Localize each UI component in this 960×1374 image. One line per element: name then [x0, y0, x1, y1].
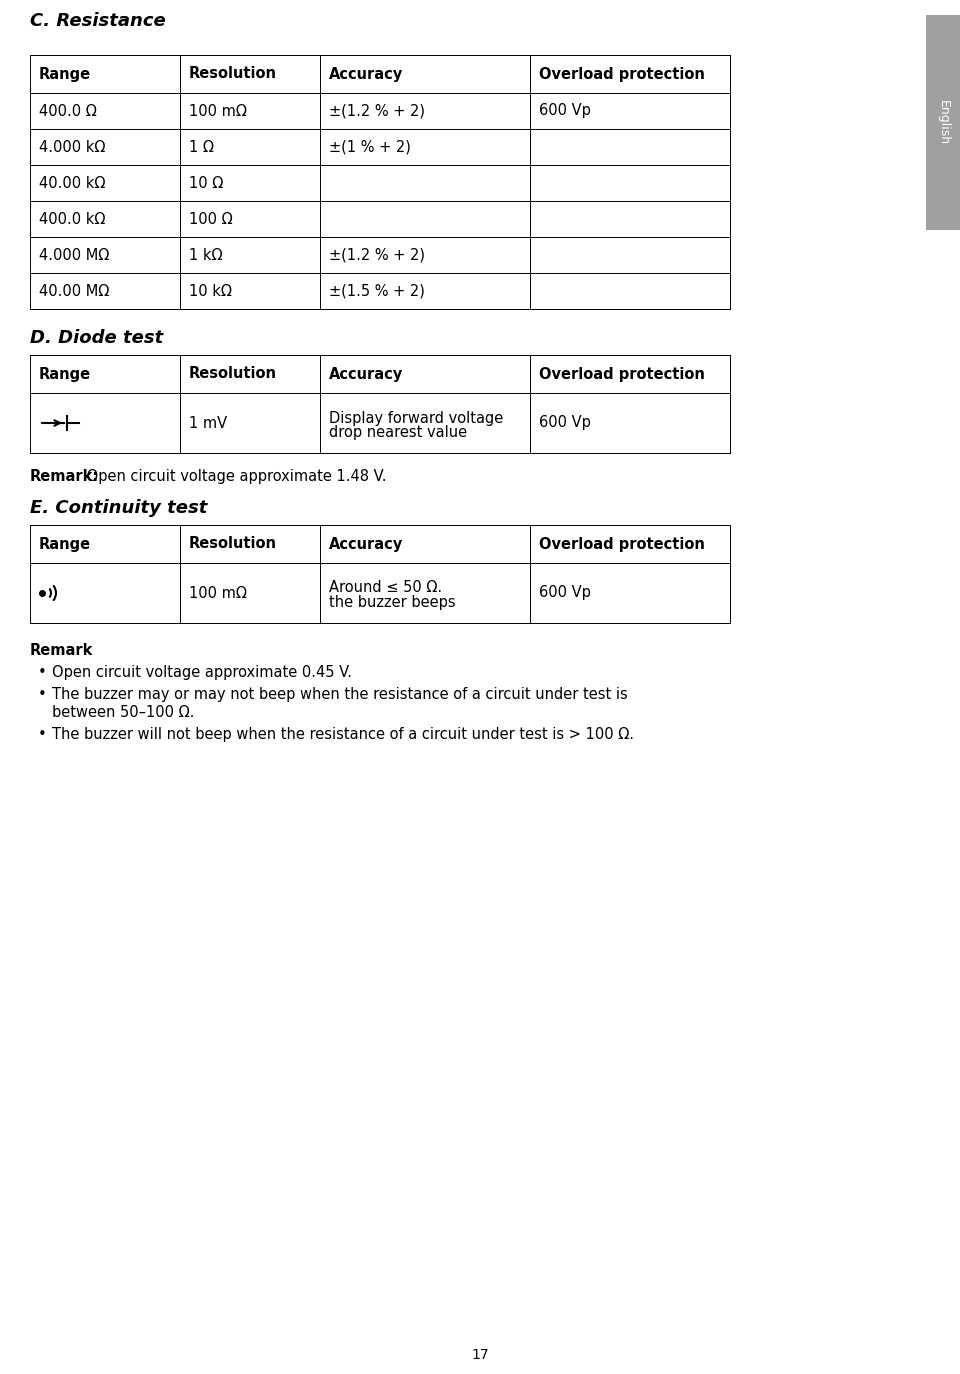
Text: Accuracy: Accuracy [329, 66, 403, 81]
Text: D. Diode test: D. Diode test [30, 328, 163, 348]
Text: 400.0 kΩ: 400.0 kΩ [39, 212, 106, 227]
Text: ±(1.2 % + 2): ±(1.2 % + 2) [329, 103, 425, 118]
Text: 1 kΩ: 1 kΩ [189, 247, 223, 262]
Text: Resolution: Resolution [189, 536, 277, 551]
Text: 100 mΩ: 100 mΩ [189, 585, 247, 600]
Text: 100 Ω: 100 Ω [189, 212, 232, 227]
Text: 40.00 kΩ: 40.00 kΩ [39, 176, 106, 191]
Text: 100 mΩ: 100 mΩ [189, 103, 247, 118]
Text: Range: Range [39, 536, 91, 551]
Text: 1 mV: 1 mV [189, 415, 228, 430]
Text: drop nearest value: drop nearest value [329, 425, 468, 440]
Text: Overload protection: Overload protection [539, 367, 705, 382]
Text: ±(1 % + 2): ±(1 % + 2) [329, 140, 411, 154]
Text: Open circuit voltage approximate 0.45 V.: Open circuit voltage approximate 0.45 V. [52, 665, 352, 680]
Text: Display forward voltage: Display forward voltage [329, 411, 503, 426]
Text: between 50–100 Ω.: between 50–100 Ω. [52, 705, 194, 720]
Text: 600 Vp: 600 Vp [539, 415, 590, 430]
Bar [926, 15, 960, 229]
Text: Resolution: Resolution [189, 367, 277, 382]
Text: 1 Ω: 1 Ω [189, 140, 214, 154]
Text: 17: 17 [471, 1348, 489, 1362]
Text: E. Continuity test: E. Continuity test [30, 499, 207, 517]
Text: 10 kΩ: 10 kΩ [189, 283, 232, 298]
Text: English: English [937, 100, 949, 146]
Text: Range: Range [39, 66, 91, 81]
Text: The buzzer may or may not beep when the resistance of a circuit under test is: The buzzer may or may not beep when the … [52, 687, 628, 702]
Text: the buzzer beeps: the buzzer beeps [329, 595, 456, 610]
Text: 10 Ω: 10 Ω [189, 176, 224, 191]
Text: Range: Range [39, 367, 91, 382]
Text: 4.000 kΩ: 4.000 kΩ [39, 140, 106, 154]
Text: •: • [38, 687, 47, 702]
Text: Around ≤ 50 Ω.: Around ≤ 50 Ω. [329, 580, 443, 595]
Text: 600 Vp: 600 Vp [539, 103, 590, 118]
Text: Resolution: Resolution [189, 66, 277, 81]
Text: 40.00 MΩ: 40.00 MΩ [39, 283, 109, 298]
Text: ±(1.2 % + 2): ±(1.2 % + 2) [329, 247, 425, 262]
Text: •: • [38, 665, 47, 680]
Text: Remark: Remark [30, 643, 93, 658]
Text: 4.000 MΩ: 4.000 MΩ [39, 247, 109, 262]
Text: Open circuit voltage approximate 1.48 V.: Open circuit voltage approximate 1.48 V. [82, 469, 387, 484]
Text: Overload protection: Overload protection [539, 66, 705, 81]
Text: Remark:: Remark: [30, 469, 99, 484]
Text: •: • [38, 727, 47, 742]
Text: C. Resistance: C. Resistance [30, 12, 166, 30]
Text: Accuracy: Accuracy [329, 536, 403, 551]
Text: The buzzer will not beep when the resistance of a circuit under test is > 100 Ω.: The buzzer will not beep when the resist… [52, 727, 634, 742]
Text: Accuracy: Accuracy [329, 367, 403, 382]
Text: ±(1.5 % + 2): ±(1.5 % + 2) [329, 283, 425, 298]
Text: 600 Vp: 600 Vp [539, 585, 590, 600]
Text: 400.0 Ω: 400.0 Ω [39, 103, 97, 118]
Text: Overload protection: Overload protection [539, 536, 705, 551]
